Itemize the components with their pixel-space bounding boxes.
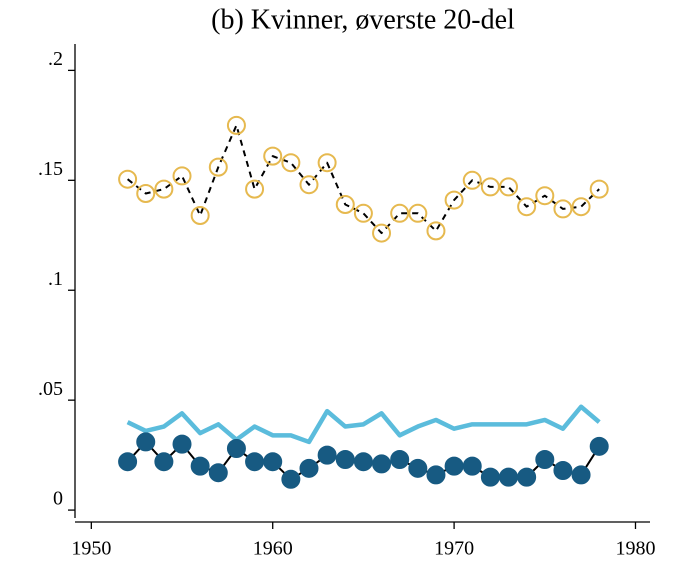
y-tick-label: .05 [38,378,63,400]
data-point [190,456,210,476]
data-point [426,221,446,241]
data-point [517,197,537,217]
data-point [353,203,373,223]
data-point [299,175,319,195]
data-point [281,469,301,489]
data-point [245,452,265,472]
data-point [462,456,482,476]
x-tick-label: 1950 [71,538,111,560]
data-point [408,458,428,478]
data-point [317,445,337,465]
data-point [462,170,482,190]
data-point [408,203,428,223]
data-point [553,199,573,219]
data-point [553,461,573,481]
data-point [136,432,156,452]
data-point [317,153,337,173]
y-tick-label: .1 [48,268,63,290]
data-point [281,153,301,173]
data-point [444,456,464,476]
data-point [299,458,319,478]
data-point [480,467,500,487]
data-point [444,190,464,210]
data-point [208,463,228,483]
data-point [172,434,192,454]
data-point [226,439,246,459]
data-point [335,450,355,470]
data-point [136,183,156,203]
x-tick-label: 1980 [615,538,655,560]
x-tick-label: 1970 [434,538,474,560]
y-tick-label: .2 [48,48,63,70]
data-point [263,452,283,472]
data-point [335,194,355,214]
data-point [372,454,392,474]
data-point [589,179,609,199]
data-point [263,146,283,166]
data-point [118,169,138,189]
y-tick-label: .15 [38,158,63,180]
data-point [390,450,410,470]
data-point [480,177,500,197]
x-tick-label: 1960 [253,538,293,560]
chart-title: (b) Kvinner, øverste 20-del [211,4,515,35]
data-point [353,452,373,472]
data-point [535,186,555,206]
data-point [372,223,392,243]
data-point [190,205,210,225]
data-point [226,115,246,135]
data-point [172,166,192,186]
data-point [208,157,228,177]
data-point [118,452,138,472]
data-point [589,436,609,456]
data-point [154,179,174,199]
data-point [499,177,519,197]
data-point [517,467,537,487]
data-point [245,179,265,199]
data-point [154,452,174,472]
data-point [426,465,446,485]
y-tick-label: 0 [53,488,63,510]
data-point [390,203,410,223]
data-point [571,465,591,485]
data-point [571,197,591,217]
data-point [535,450,555,470]
data-point [499,467,519,487]
series-line [126,404,601,445]
